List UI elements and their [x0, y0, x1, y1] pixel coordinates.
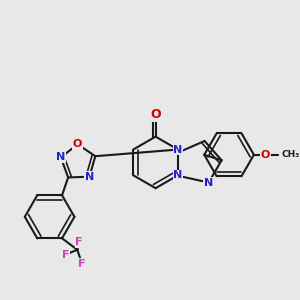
Text: CH₃: CH₃ [282, 150, 300, 159]
Text: O: O [261, 150, 270, 160]
Text: N: N [56, 152, 65, 162]
Text: N: N [204, 178, 213, 188]
Text: F: F [62, 250, 70, 260]
Text: O: O [150, 108, 161, 121]
Text: F: F [76, 237, 83, 247]
Text: N: N [85, 172, 94, 182]
Text: N: N [173, 145, 182, 154]
Text: N: N [173, 170, 182, 180]
Text: F: F [78, 259, 86, 269]
Text: O: O [73, 139, 82, 149]
